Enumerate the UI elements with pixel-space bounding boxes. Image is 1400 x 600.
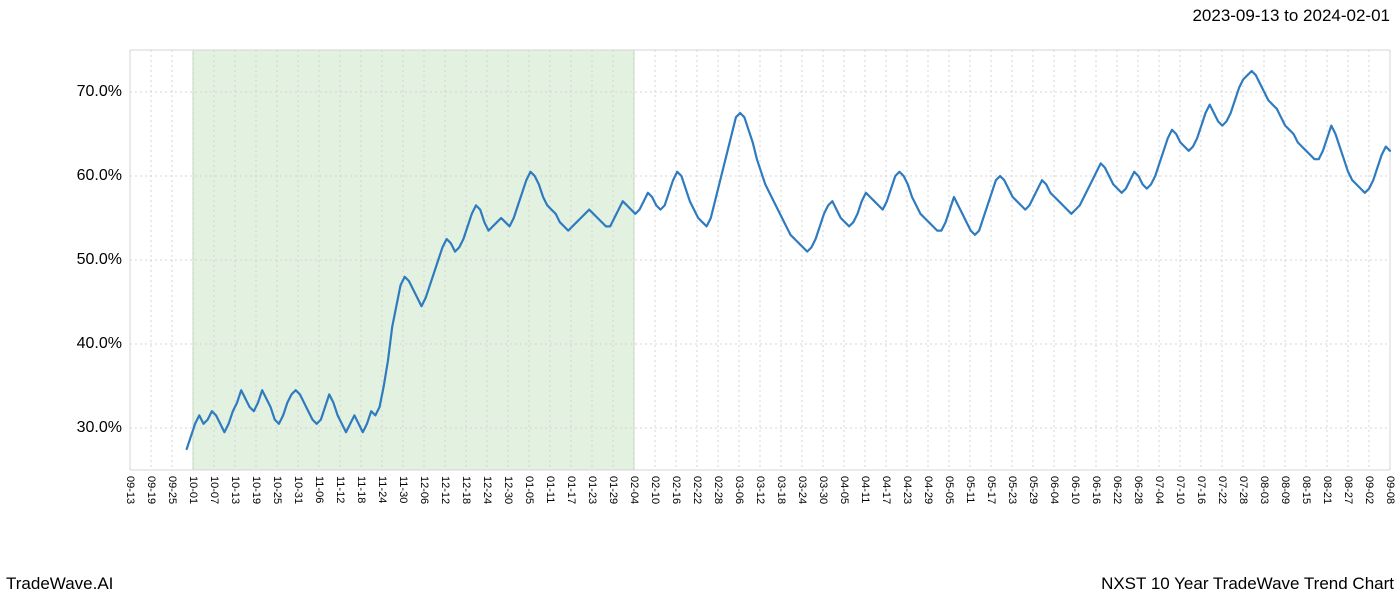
x-tick-label: 05-29: [1027, 476, 1039, 504]
x-tick-label: 12-30: [502, 476, 514, 504]
x-tick-label: 02-28: [712, 476, 724, 504]
x-tick-label: 03-30: [817, 476, 829, 504]
x-tick-label: 07-28: [1237, 476, 1249, 504]
y-tick-label: 50.0%: [77, 251, 130, 269]
x-tick-label: 10-25: [271, 476, 283, 504]
x-tick-label: 03-18: [775, 476, 787, 504]
chart-container: 30.0% 40.0% 50.0% 60.0% 70.0% 09-13 09-19 09-2…: [0, 40, 1400, 550]
x-tick-label: 01-23: [586, 476, 598, 504]
y-tick-label: 30.0%: [77, 419, 130, 437]
x-tick-label: 11-24: [376, 476, 388, 503]
x-tick-label: 09-25: [166, 476, 178, 504]
x-tick-label: 01-29: [607, 476, 619, 504]
x-tick-label: 05-05: [943, 476, 955, 504]
x-tick-label: 07-22: [1216, 476, 1228, 504]
x-tick-label: 08-21: [1321, 476, 1333, 504]
x-tick-label: 09-19: [145, 476, 157, 504]
x-tick-label: 03-12: [754, 476, 766, 504]
x-tick-label: 07-10: [1174, 476, 1186, 504]
x-tick-label: 08-27: [1342, 476, 1354, 504]
x-tick-label: 08-09: [1279, 476, 1291, 504]
x-tick-label: 12-12: [439, 476, 451, 504]
brand-label: TradeWave.AI: [6, 574, 113, 594]
chart-title: NXST 10 Year TradeWave Trend Chart: [1101, 574, 1394, 594]
x-tick-label: 05-23: [1006, 476, 1018, 504]
x-tick-label: 02-10: [649, 476, 661, 504]
x-tick-label: 07-16: [1195, 476, 1207, 504]
x-tick-label: 03-06: [733, 476, 745, 504]
x-tick-label: 01-05: [523, 476, 535, 504]
x-tick-label: 11-12: [334, 476, 346, 503]
x-tick-label: 12-24: [481, 476, 493, 504]
chart-svg: [130, 50, 1390, 470]
x-tick-label: 10-31: [292, 476, 304, 504]
x-tick-label: 08-15: [1300, 476, 1312, 504]
x-tick-label: 10-01: [187, 476, 199, 504]
x-tick-label: 03-24: [796, 476, 808, 504]
x-tick-label: 04-29: [922, 476, 934, 504]
x-tick-label: 07-04: [1153, 476, 1165, 504]
x-tick-label: 02-04: [628, 476, 640, 504]
x-tick-label: 09-02: [1363, 476, 1375, 504]
x-tick-label: 01-11: [544, 476, 556, 503]
date-range-label: 2023-09-13 to 2024-02-01: [1192, 6, 1390, 26]
y-tick-label: 60.0%: [77, 167, 130, 185]
x-tick-label: 12-06: [418, 476, 430, 504]
x-tick-label: 09-08: [1384, 476, 1396, 504]
x-tick-label: 04-05: [838, 476, 850, 504]
x-tick-label: 09-13: [124, 476, 136, 504]
x-tick-label: 06-28: [1132, 476, 1144, 504]
x-tick-label: 08-03: [1258, 476, 1270, 504]
x-tick-label: 05-11: [964, 476, 976, 503]
x-tick-label: 02-16: [670, 476, 682, 504]
y-tick-label: 70.0%: [77, 83, 130, 101]
x-tick-label: 06-16: [1090, 476, 1102, 504]
x-tick-label: 11-18: [355, 476, 367, 503]
x-tick-label: 04-23: [901, 476, 913, 504]
x-tick-label: 04-17: [880, 476, 892, 504]
x-tick-label: 06-10: [1069, 476, 1081, 504]
plot-area: 30.0%40.0%50.0%60.0%70.0% 09-1309-1909-2…: [130, 50, 1390, 470]
x-tick-label: 10-07: [208, 476, 220, 504]
x-tick-label: 10-19: [250, 476, 262, 504]
x-tick-label: 02-22: [691, 476, 703, 504]
x-tick-label: 04-11: [859, 476, 871, 503]
x-tick-label: 11-06: [313, 476, 325, 503]
x-tick-label: 06-22: [1111, 476, 1123, 504]
y-tick-label: 40.0%: [77, 335, 130, 353]
x-tick-label: 11-30: [397, 476, 409, 503]
x-tick-label: 10-13: [229, 476, 241, 504]
x-tick-label: 05-17: [985, 476, 997, 504]
x-tick-label: 01-17: [565, 476, 577, 504]
x-tick-label: 06-04: [1048, 476, 1060, 504]
x-tick-label: 12-18: [460, 476, 472, 504]
